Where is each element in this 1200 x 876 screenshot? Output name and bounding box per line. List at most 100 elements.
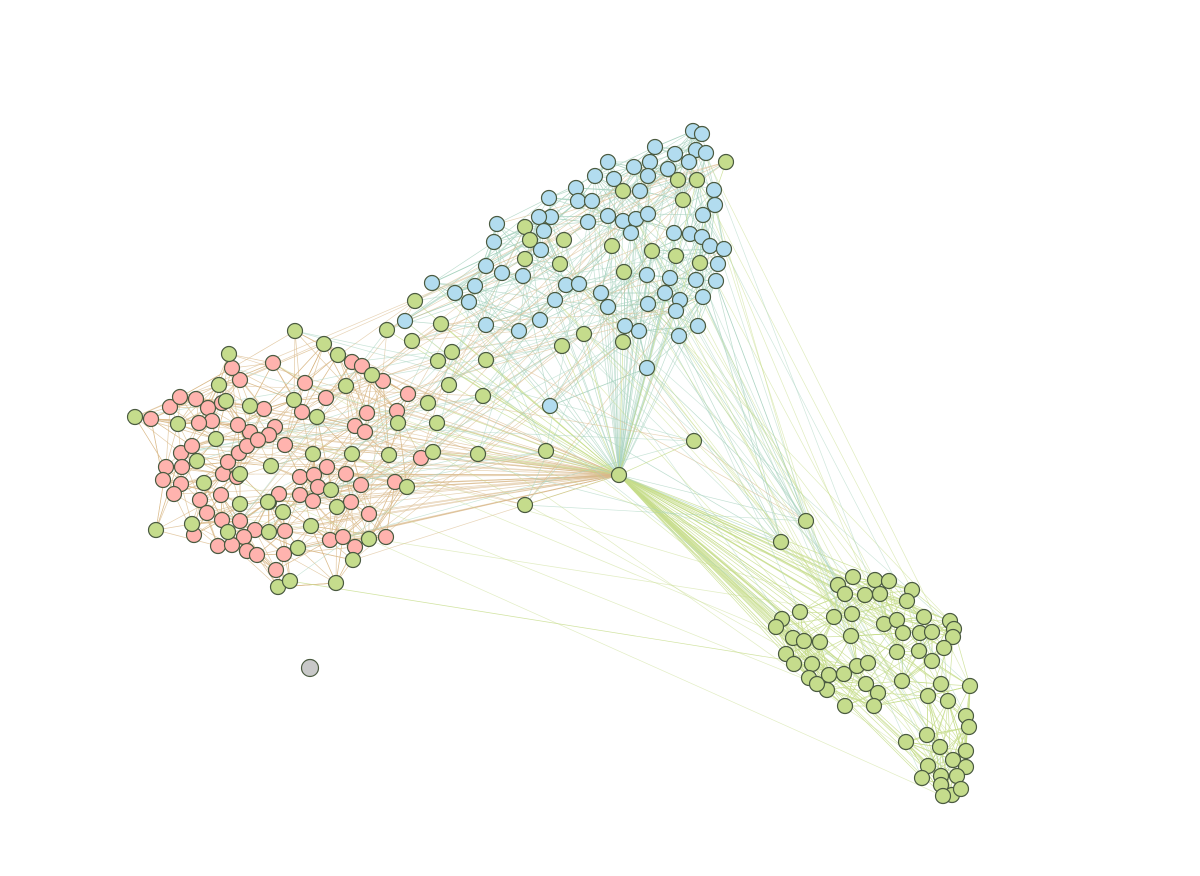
graph-node-group-c	[610, 466, 628, 484]
graph-node-group-b	[477, 316, 495, 334]
graph-node-group-a	[231, 512, 249, 530]
graph-edge	[723, 248, 858, 667]
graph-node-group-c	[262, 457, 280, 475]
graph-node-group-b	[630, 322, 648, 340]
graph-edge	[431, 282, 828, 691]
graph-node-group-c	[219, 523, 237, 541]
graph-node-group-a	[291, 468, 309, 486]
graph-node-group-c	[910, 642, 928, 660]
graph-edge	[270, 422, 438, 467]
graph-node-group-c	[469, 445, 487, 463]
graph-node-group-b	[694, 288, 712, 306]
graph-edge	[294, 330, 439, 362]
graph-edge	[191, 474, 620, 525]
graph-node-group-b	[706, 196, 724, 214]
graph-edge	[474, 285, 620, 476]
graph-node-group-c	[259, 493, 277, 511]
graph-node-group-b	[616, 317, 634, 335]
graph-edge	[297, 474, 620, 549]
graph-edge	[206, 512, 955, 630]
graph-edge	[406, 474, 620, 488]
graph-node-group-c	[685, 432, 703, 450]
graph-node-group-c	[553, 337, 571, 355]
graph-node-group-c	[551, 255, 569, 273]
graph-edge	[364, 380, 384, 433]
graph-node-group-a	[353, 357, 371, 375]
graph-node-group-b	[659, 160, 677, 178]
graph-edge	[901, 647, 945, 682]
graph-edge	[195, 161, 727, 400]
graph-node-group-c	[952, 780, 970, 798]
graph-node-group-b	[532, 241, 550, 259]
graph-edge	[549, 405, 782, 543]
graph-edge	[618, 474, 782, 543]
graph-node-group-c	[691, 254, 709, 272]
graph-node-group-c	[440, 376, 458, 394]
graph-edge	[404, 320, 867, 685]
graph-node-group-c	[893, 672, 911, 690]
edge-layer	[134, 130, 971, 797]
graph-node-group-b	[605, 170, 623, 188]
graph-edge	[673, 232, 697, 281]
graph-edge	[851, 613, 869, 664]
graph-edge	[468, 301, 541, 321]
graph-node-group-b	[639, 167, 657, 185]
graph-node-group-b	[638, 359, 656, 377]
graph-node-group-a	[291, 486, 309, 504]
graph-node-group-a	[399, 385, 417, 403]
graph-edge	[485, 296, 704, 361]
graph-node-group-b	[670, 327, 688, 345]
graph-node-group-c	[944, 628, 962, 646]
graph-node-group-c	[919, 687, 937, 705]
graph-edge	[150, 418, 620, 476]
graph-node-group-b	[510, 322, 528, 340]
graph-node-group-b	[485, 233, 503, 251]
graph-edge	[688, 161, 913, 591]
graph-node-group-c	[231, 465, 249, 483]
graph-edge	[618, 161, 690, 476]
graph-node-group-c	[274, 503, 292, 521]
graph-edge	[702, 296, 858, 667]
graph-edge	[270, 360, 439, 467]
graph-node-group-c	[403, 332, 421, 350]
graph-node-group-b	[709, 255, 727, 273]
graph-edge	[618, 474, 944, 797]
graph-node-group-c	[327, 574, 345, 592]
graph-node-group-c	[866, 571, 884, 589]
graph-edge	[222, 473, 944, 797]
graph-edge	[304, 351, 453, 384]
graph-edge	[678, 335, 881, 595]
graph-node-group-c	[871, 585, 889, 603]
graph-node-group-c	[537, 442, 555, 460]
graph-node-group-c	[674, 191, 692, 209]
graph-edge	[549, 179, 698, 407]
graph-node-group-c	[285, 391, 303, 409]
graph-edge	[454, 292, 547, 452]
graph-edge	[351, 333, 585, 363]
graph-edge	[451, 351, 620, 476]
graph-edge	[312, 474, 620, 502]
graph-node-group-b	[639, 295, 657, 313]
graph-node-group-c	[931, 738, 949, 756]
graph-edge	[692, 130, 971, 687]
graph-edge	[297, 333, 585, 549]
graph-node-group-c	[894, 624, 912, 642]
graph-node-group-b	[666, 145, 684, 163]
graph-node-group-b	[715, 240, 733, 258]
graph-edge	[477, 453, 620, 476]
graph-edge	[440, 323, 620, 476]
graph-node-group-a	[219, 453, 237, 471]
graph-node-group-c	[126, 408, 144, 426]
graph-edge	[268, 501, 285, 555]
graph-node-group-c	[865, 697, 883, 715]
graph-node-group-c	[360, 530, 378, 548]
graph-edge	[411, 277, 671, 342]
graph-node-group-c	[960, 718, 978, 736]
graph-node-group-c	[231, 495, 249, 513]
graph-edge	[702, 296, 852, 637]
graph-node-group-b	[586, 167, 604, 185]
graph-node-group-b	[680, 153, 698, 171]
graph-edge	[297, 547, 337, 584]
graph-node-group-b	[694, 206, 712, 224]
